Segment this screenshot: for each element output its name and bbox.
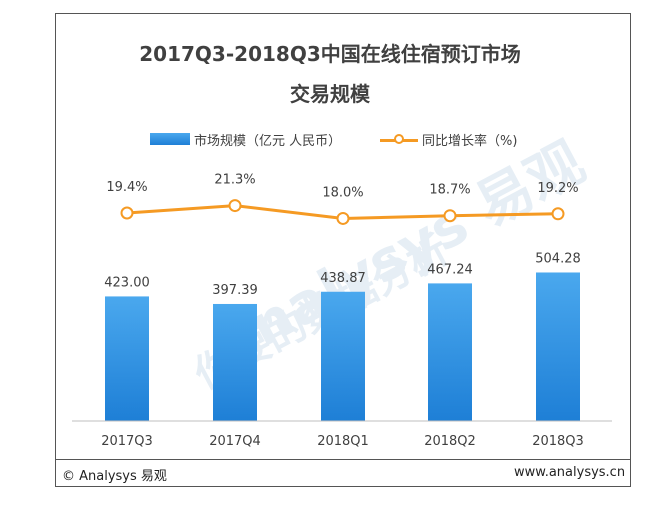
footer-copyright: © Analysys 易观 [62, 469, 167, 484]
growth-rate-point [551, 207, 565, 221]
growth-rate-label: 18.0% [322, 185, 363, 200]
bar-2018Q2 [428, 283, 472, 421]
x-tick-label: 2018Q2 [424, 434, 476, 449]
footer-website: www.analysys.cn [514, 465, 626, 480]
x-tick-label: 2017Q3 [101, 434, 153, 449]
x-tick-label: 2018Q3 [532, 434, 584, 449]
growth-rate-point [336, 211, 350, 225]
bar-value-label: 423.00 [104, 275, 150, 290]
bar-value-label: 438.87 [320, 271, 366, 286]
legend-line-marker [394, 134, 404, 144]
bar-2018Q1 [321, 291, 365, 421]
growth-rate-label: 19.2% [537, 181, 578, 196]
legend: 市场规模（亿元 人民币） 同比增长率（%) [0, 130, 660, 150]
x-tick-label: 2018Q1 [317, 434, 369, 449]
growth-rate-point [120, 206, 134, 220]
chart-title-line1: 2017Q3-2018Q3中国在线住宿预订市场 [139, 42, 521, 66]
growth-rate-label: 19.4% [106, 180, 147, 195]
bar-value-label: 397.39 [212, 283, 258, 298]
growth-rate-point [443, 209, 457, 223]
legend-line-label: 同比增长率（%) [422, 134, 518, 149]
bar-value-label: 504.28 [535, 251, 581, 266]
growth-rate-label: 21.3% [214, 173, 255, 188]
chart-title-line2: 交易规模 [290, 82, 370, 106]
bar-2018Q3 [536, 272, 580, 421]
legend-bar-swatch [150, 133, 190, 145]
footer-divider [55, 459, 631, 460]
legend-bar-label: 市场规模（亿元 人民币） [194, 134, 342, 149]
growth-rate-point [228, 199, 242, 213]
bar-value-label: 467.24 [427, 262, 473, 277]
bar-2017Q4 [213, 303, 257, 421]
bar-2017Q3 [105, 296, 149, 421]
x-tick-label: 2017Q4 [209, 434, 261, 449]
growth-rate-label: 18.7% [429, 183, 470, 198]
